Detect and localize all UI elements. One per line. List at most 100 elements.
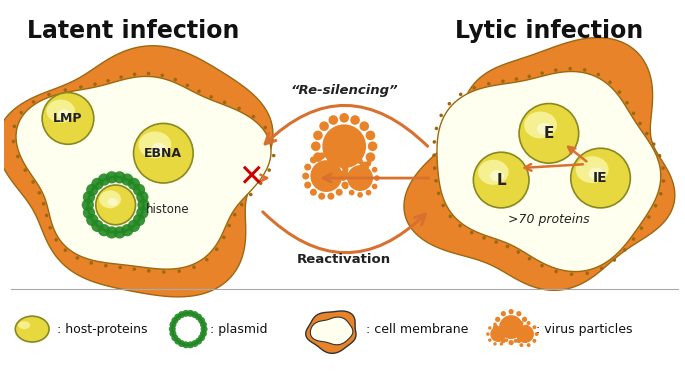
Circle shape [105,171,118,184]
Text: E: E [544,126,554,141]
Circle shape [600,266,603,270]
Circle shape [91,178,103,190]
Circle shape [488,326,492,330]
Ellipse shape [15,316,49,342]
Circle shape [358,159,363,164]
Circle shape [514,325,518,329]
Circle shape [535,332,538,336]
Ellipse shape [571,148,630,208]
Ellipse shape [323,125,366,168]
Circle shape [343,172,351,180]
Circle shape [251,115,256,119]
Ellipse shape [138,131,171,158]
Circle shape [540,71,544,75]
Circle shape [339,113,349,123]
Circle shape [237,107,241,110]
Circle shape [433,166,436,170]
Ellipse shape [96,185,136,225]
Text: “Re-silencing”: “Re-silencing” [290,84,398,97]
Circle shape [569,67,572,70]
Circle shape [662,179,665,183]
Circle shape [227,224,231,227]
Circle shape [508,340,514,345]
Circle shape [104,264,108,267]
Circle shape [341,181,349,188]
Circle shape [527,343,531,347]
Circle shape [19,111,23,114]
Circle shape [93,82,97,86]
Ellipse shape [347,165,373,191]
Circle shape [12,140,15,143]
Circle shape [304,181,311,188]
Ellipse shape [47,99,75,123]
Circle shape [147,269,151,273]
Circle shape [434,179,438,183]
Ellipse shape [473,152,529,208]
Ellipse shape [99,190,121,208]
Circle shape [586,272,589,275]
Circle shape [136,191,149,203]
Ellipse shape [576,156,608,183]
Circle shape [514,339,518,343]
Circle shape [75,256,79,260]
Circle shape [519,321,523,325]
Text: LMP: LMP [53,112,83,125]
Ellipse shape [478,160,509,185]
Circle shape [249,193,253,196]
Circle shape [198,334,205,341]
Polygon shape [306,311,356,353]
Circle shape [91,220,103,232]
Circle shape [372,184,377,189]
Ellipse shape [499,315,523,339]
Circle shape [439,114,443,117]
Circle shape [136,206,149,219]
Ellipse shape [524,111,557,138]
Circle shape [447,102,451,105]
Circle shape [197,89,201,93]
Circle shape [106,79,110,83]
Circle shape [645,132,649,135]
Circle shape [632,111,635,115]
Circle shape [178,311,185,318]
Circle shape [473,86,476,89]
Circle shape [114,226,126,239]
Circle shape [441,203,445,207]
Ellipse shape [490,170,504,181]
Circle shape [205,258,209,261]
Text: IE: IE [593,171,608,185]
Circle shape [302,172,309,180]
Circle shape [138,199,149,211]
Circle shape [358,192,363,198]
Circle shape [487,82,490,86]
Circle shape [47,93,51,96]
Circle shape [340,175,346,181]
Circle shape [519,343,523,347]
Circle shape [64,248,67,252]
Circle shape [49,226,52,230]
Circle shape [527,75,531,78]
Circle shape [495,332,500,337]
Circle shape [499,342,503,346]
Ellipse shape [18,321,30,329]
Circle shape [652,142,656,146]
Circle shape [223,101,226,104]
Circle shape [597,73,600,76]
Circle shape [133,214,145,226]
Text: histone: histone [145,203,189,216]
Circle shape [658,154,661,157]
Circle shape [516,311,521,316]
Circle shape [187,310,194,317]
Ellipse shape [588,168,603,180]
Circle shape [459,92,462,96]
Circle shape [625,101,629,105]
Circle shape [522,332,527,337]
Circle shape [329,115,338,125]
Circle shape [64,88,67,92]
Circle shape [121,174,134,186]
Circle shape [432,153,436,157]
Circle shape [360,121,369,131]
Circle shape [507,332,510,336]
Circle shape [210,95,213,99]
Circle shape [661,166,665,170]
Circle shape [554,68,558,72]
